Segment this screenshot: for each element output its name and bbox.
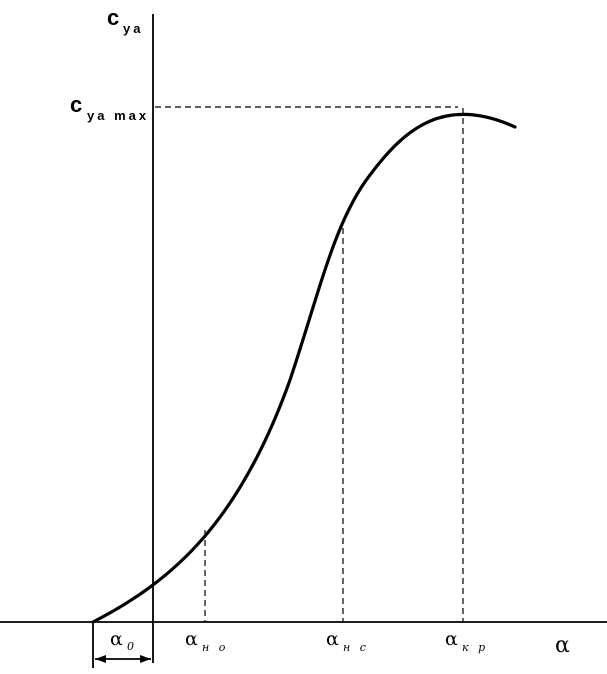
y-axis-label-main: c [107,5,119,30]
lift-curve [91,112,517,624]
alpha-nc-label-sub: н с [343,641,369,654]
alpha-kr-label-sub: к р [462,641,488,654]
alpha-0-label-main: α [110,628,123,650]
alpha-0-label-sub: 0 [127,640,137,653]
alpha-no-label-main: α [185,628,198,650]
dimension-arrow-left-icon [95,655,106,663]
cymax-label-main: c [70,92,82,117]
dimension-arrow-right-icon [140,655,151,663]
y-axis-label-sub: ya [123,21,143,36]
x-axis-label: α [555,633,570,658]
alpha-no-label-sub: н о [202,641,228,654]
cymax-label-sub: ya max [87,108,149,123]
alpha-kr-label-main: α [445,628,458,650]
alpha-nc-label-main: α [326,628,339,650]
